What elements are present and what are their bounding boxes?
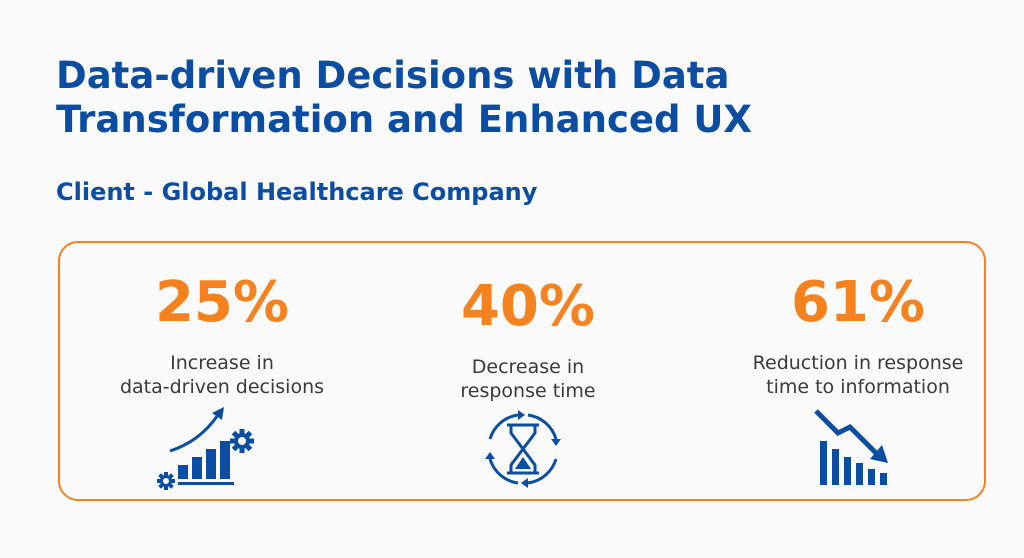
- growth-chart-gears-icon: [157, 407, 254, 490]
- stat-time-to-information: 61% Reduction in response time to inform…: [700, 243, 1016, 399]
- stat-description: Increase in data-driven decisions: [72, 351, 372, 399]
- stat-value: 25%: [154, 270, 290, 335]
- stat-description-line1: Increase in: [170, 352, 274, 374]
- stat-description-line2: time to information: [766, 376, 950, 398]
- page-title: Data-driven Decisions with Data Transfor…: [56, 54, 752, 141]
- stat-description-line2: data-driven decisions: [119, 376, 325, 398]
- stat-response-time: 40% Decrease in response time: [368, 243, 688, 403]
- stat-description-line2: response time: [460, 380, 596, 402]
- stat-value: 61%: [790, 270, 926, 335]
- stat-value: 40%: [460, 274, 596, 339]
- stat-description-line1: Reduction in response: [752, 352, 964, 374]
- stat-data-driven-decisions: 25% Increase in data-driven decisions: [72, 243, 372, 399]
- stats-card: 25% Increase in data-driven decisions 40…: [58, 241, 986, 501]
- stat-description-line1: Decrease in: [471, 356, 585, 378]
- hourglass-cycle-icon: [485, 410, 561, 488]
- stat-description: Decrease in response time: [368, 355, 688, 403]
- client-subtitle: Client - Global Healthcare Company: [56, 178, 538, 206]
- stat-description: Reduction in response time to informatio…: [700, 351, 1016, 399]
- declining-bar-chart-icon: [814, 409, 888, 485]
